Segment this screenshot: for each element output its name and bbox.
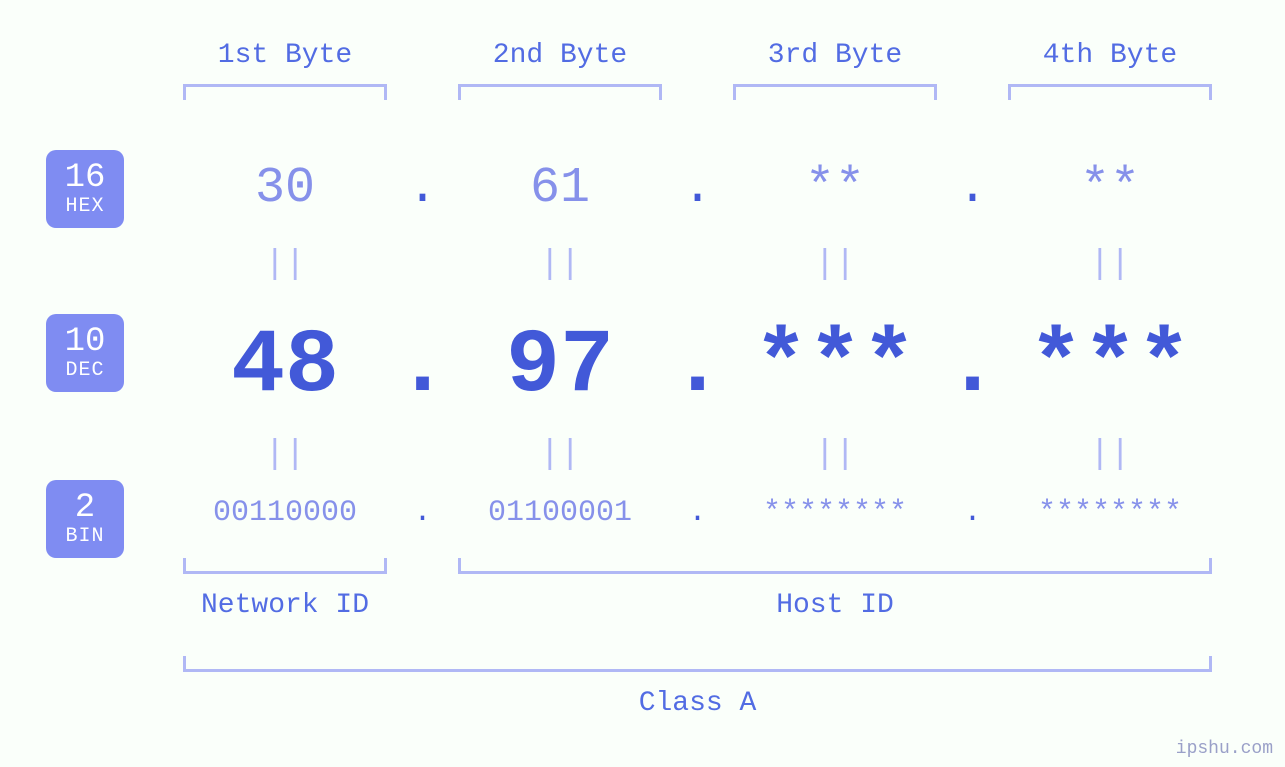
byte-headers-row: 1st Byte 2nd Byte 3rd Byte 4th Byte xyxy=(175,40,1275,71)
hex-sep-3: . xyxy=(945,160,1000,217)
bin-sep-3: . xyxy=(945,496,1000,530)
eq-glyph: || xyxy=(175,246,395,284)
hex-byte-3: ** xyxy=(725,160,945,217)
hex-byte-1: 30 xyxy=(175,160,395,217)
eq-glyph: || xyxy=(1000,436,1220,474)
bin-sep-2: . xyxy=(670,496,725,530)
byte-header-4: 4th Byte xyxy=(1000,40,1220,71)
dec-byte-2: 97 xyxy=(450,322,670,412)
top-bracket-4 xyxy=(1008,84,1212,100)
byte-header-1: 1st Byte xyxy=(175,40,395,71)
eq-glyph: || xyxy=(725,436,945,474)
class-bracket xyxy=(183,656,1212,672)
dec-badge-number: 10 xyxy=(65,325,106,359)
hex-badge-label: HEX xyxy=(65,197,104,217)
dec-byte-3: *** xyxy=(725,322,945,412)
byte-header-3: 3rd Byte xyxy=(725,40,945,71)
equals-row-1: || || || || xyxy=(175,246,1275,284)
dec-byte-4: *** xyxy=(1000,322,1220,412)
bin-row: 00110000 . 01100001 . ******** . *******… xyxy=(175,496,1275,530)
dec-sep-3: . xyxy=(945,322,1000,412)
host-id-label: Host ID xyxy=(458,590,1212,621)
hex-base-badge: 16 HEX xyxy=(46,150,124,228)
eq-glyph: || xyxy=(1000,246,1220,284)
eq-glyph: || xyxy=(725,246,945,284)
hex-sep-1: . xyxy=(395,160,450,217)
bin-badge-label: BIN xyxy=(65,527,104,547)
class-label: Class A xyxy=(183,688,1212,719)
hex-row: 30 . 61 . ** . ** xyxy=(175,160,1275,217)
eq-glyph: || xyxy=(450,436,670,474)
top-bracket-2 xyxy=(458,84,662,100)
dec-badge-label: DEC xyxy=(65,361,104,381)
byte-header-2: 2nd Byte xyxy=(450,40,670,71)
bin-base-badge: 2 BIN xyxy=(46,480,124,558)
bin-sep-1: . xyxy=(395,496,450,530)
dec-row: 48 . 97 . *** . *** xyxy=(175,322,1275,412)
eq-glyph: || xyxy=(450,246,670,284)
dec-sep-1: . xyxy=(395,322,450,412)
network-id-bracket xyxy=(183,558,387,574)
hex-byte-2: 61 xyxy=(450,160,670,217)
bin-byte-1: 00110000 xyxy=(175,496,395,530)
dec-base-badge: 10 DEC xyxy=(46,314,124,392)
hex-sep-2: . xyxy=(670,160,725,217)
watermark: ipshu.com xyxy=(1176,739,1273,759)
top-brackets-row xyxy=(175,84,1275,100)
bin-byte-4: ******** xyxy=(1000,496,1220,530)
hex-badge-number: 16 xyxy=(65,161,106,195)
eq-glyph: || xyxy=(175,436,395,474)
bin-byte-3: ******** xyxy=(725,496,945,530)
top-bracket-3 xyxy=(733,84,937,100)
bin-badge-number: 2 xyxy=(75,491,95,525)
bin-byte-2: 01100001 xyxy=(450,496,670,530)
hex-byte-4: ** xyxy=(1000,160,1220,217)
dec-byte-1: 48 xyxy=(175,322,395,412)
equals-row-2: || || || || xyxy=(175,436,1275,474)
top-bracket-1 xyxy=(183,84,387,100)
host-id-bracket xyxy=(458,558,1212,574)
dec-sep-2: . xyxy=(670,322,725,412)
network-id-label: Network ID xyxy=(183,590,387,621)
